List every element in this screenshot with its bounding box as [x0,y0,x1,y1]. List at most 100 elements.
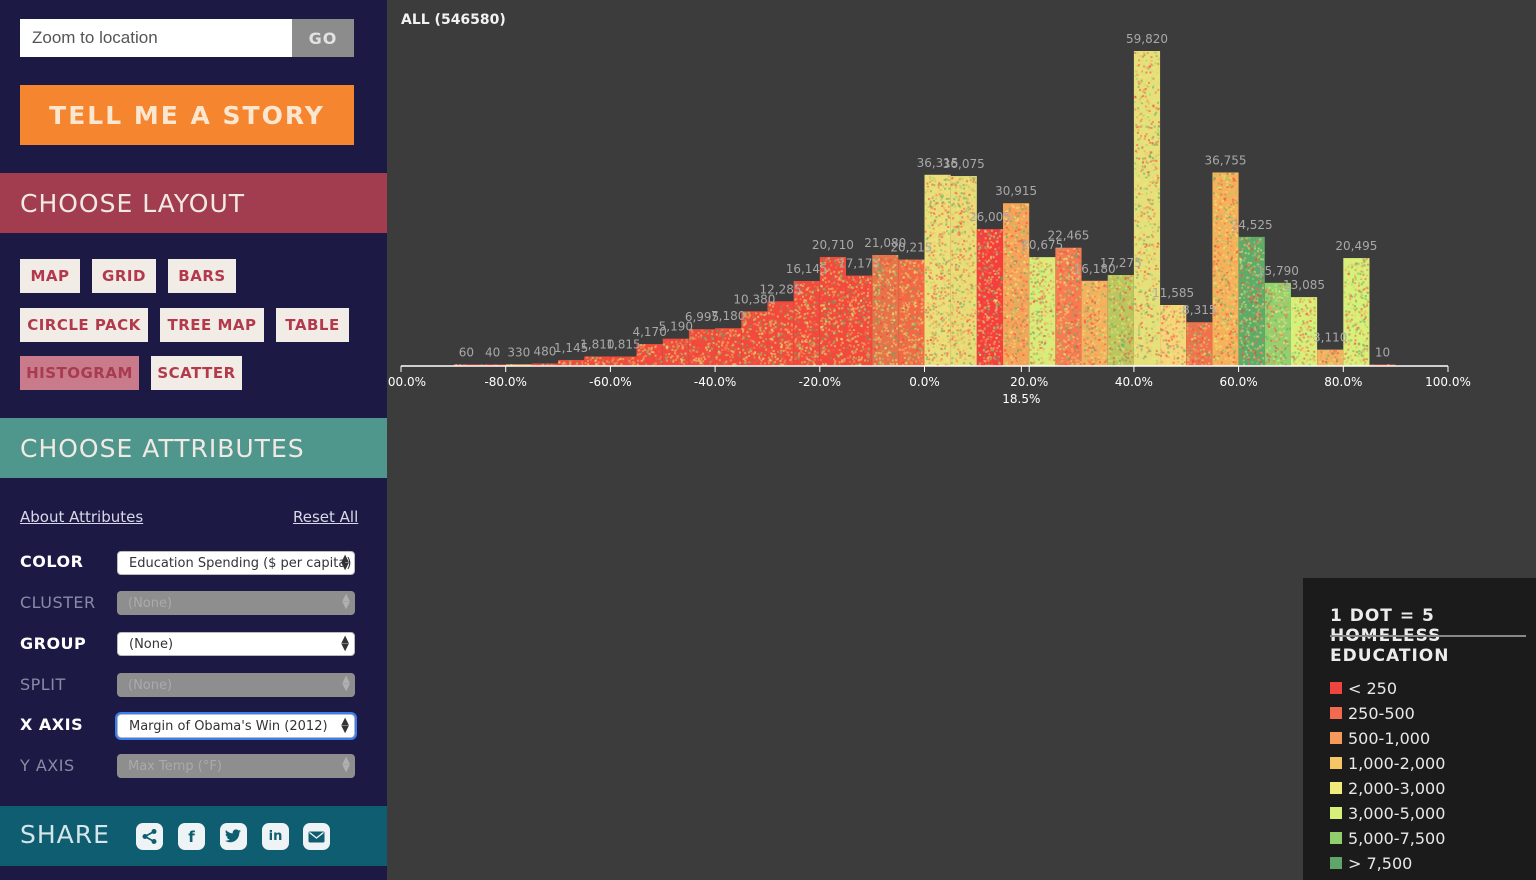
dot-mark [834,289,837,292]
layout-tree-map-button[interactable]: TREE MAP [160,308,264,342]
dot-mark [671,355,674,358]
dot-mark [840,292,843,295]
dot-mark [1011,304,1013,307]
dot-mark [1017,214,1020,217]
cluster-select[interactable]: (None) ▲ ▼ [117,591,355,615]
dot-mark [879,346,882,348]
dot-mark [835,337,838,340]
dot-mark [1050,354,1053,356]
dot-mark [749,339,752,342]
dot-mark [749,328,752,331]
dot-mark [855,340,857,343]
twitter-icon[interactable] [220,823,247,850]
dot-mark [961,337,964,340]
dot-mark [1020,237,1023,240]
layout-scatter-button[interactable]: SCATTER [151,356,242,390]
dot-mark [900,317,903,320]
dot-mark [669,356,672,359]
dot-mark [854,299,857,301]
histogram-bar[interactable] [505,364,532,366]
dot-mark [1048,316,1051,319]
dot-mark [849,344,852,347]
histogram-bar[interactable] [584,356,611,366]
dot-mark [709,360,712,363]
dot-mark [830,288,833,291]
layout-table-button[interactable]: TABLE [276,308,349,342]
dot-mark [952,202,955,205]
dot-mark [690,336,693,339]
dot-mark [1043,356,1046,358]
dot-mark [1046,289,1049,291]
dot-mark [1064,313,1067,316]
dot-mark [1003,339,1006,342]
dot-mark [952,269,955,272]
dot-mark [928,331,931,334]
dot-mark [823,301,826,304]
dot-mark [895,359,898,362]
layout-circle-pack-button[interactable]: CIRCLE PACK [20,308,148,342]
dot-mark [1032,274,1034,277]
dot-mark [891,354,893,356]
dot-mark [937,190,940,193]
dot-mark [1023,349,1026,352]
layout-grid-button[interactable]: GRID [92,259,156,293]
dot-mark [911,317,913,320]
dot-mark [1011,261,1014,264]
dot-mark [968,261,971,264]
about-attributes-link[interactable]: About Attributes [20,508,144,526]
dot-mark [979,314,982,317]
group-select[interactable]: (None) ▲ ▼ [117,632,355,656]
histogram-bar[interactable] [610,356,637,366]
dot-mark [947,292,950,295]
dot-mark [960,333,963,336]
dot-mark [957,213,960,216]
facebook-icon[interactable]: f [178,823,205,850]
layout-bars-button[interactable]: BARS [168,259,236,293]
dot-mark [875,346,878,349]
dot-mark [967,218,970,220]
dot-mark [898,333,901,336]
dot-mark [1075,277,1078,280]
go-button[interactable]: GO [292,19,354,57]
dot-mark [1067,262,1069,265]
dot-mark [1065,292,1068,294]
dot-mark [826,345,829,348]
dot-mark [848,344,851,347]
dot-mark [840,277,843,280]
dot-mark [1041,304,1044,307]
dot-mark [986,267,989,269]
x-axis-select[interactable]: Margin of Obama's Win (2012) ▲ ▼ [115,712,357,740]
layout-map-button[interactable]: MAP [20,259,80,293]
tell-me-a-story-button[interactable]: TELL ME A STORY [20,85,354,145]
dot-mark [900,297,903,300]
email-icon[interactable] [303,823,330,850]
dot-mark [957,254,959,257]
dot-mark [1049,272,1052,275]
y-axis-select[interactable]: Max Temp (°F) ▲ ▼ [117,754,355,778]
dot-mark [958,230,961,233]
split-select[interactable]: (None) ▲ ▼ [117,673,355,697]
linkedin-icon[interactable]: in [262,823,289,850]
dot-mark [966,320,969,323]
dot-mark [1009,209,1012,212]
share-icon[interactable] [136,823,163,850]
dot-mark [802,344,805,347]
layout-histogram-button[interactable]: HISTOGRAM [20,356,139,390]
dot-mark [941,327,943,330]
histogram-bar[interactable] [531,363,559,366]
dot-mark [777,308,779,311]
dot-mark [939,333,942,336]
dot-mark [848,326,851,329]
location-search-input[interactable] [20,19,292,57]
histogram-bar[interactable] [976,229,1004,366]
reset-all-link[interactable]: Reset All [293,508,359,526]
dot-mark [1003,214,1006,217]
dot-mark [974,224,977,227]
dot-mark [1003,212,1006,214]
dot-mark [881,330,884,333]
dot-mark [933,334,936,336]
color-select[interactable]: Education Spending ($ per capita) ▲ ▼ [117,551,355,575]
dot-mark [869,288,872,291]
dot-mark [700,337,702,340]
dot-mark [960,222,963,225]
